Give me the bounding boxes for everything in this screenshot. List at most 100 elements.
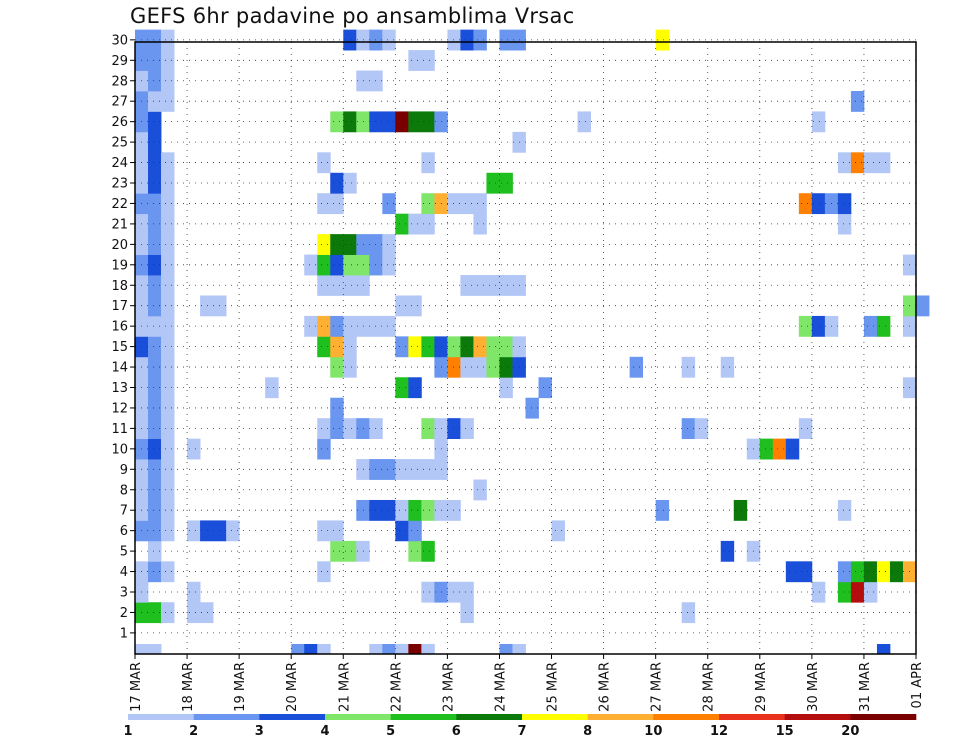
- cell-member-24: [317, 152, 331, 174]
- cell-member-30: [655, 29, 670, 51]
- colorbar-swatch: [522, 714, 588, 720]
- cell-member-21: [148, 213, 162, 235]
- cell-member-9: [161, 459, 175, 480]
- y-tick-label: 8: [120, 483, 128, 498]
- cell-member-7: [161, 499, 175, 521]
- cell-member-11: [694, 418, 709, 440]
- y-tick-label: 16: [111, 320, 128, 335]
- cell-member-14: [343, 356, 357, 378]
- cell-member-22: [317, 193, 344, 215]
- cell-member-3: [837, 581, 852, 603]
- cell-member-6: [161, 520, 175, 542]
- x-tick-label: 31 MAR: [858, 662, 873, 712]
- colorbar-swatch: [456, 714, 523, 720]
- cell-member-13: [395, 377, 409, 399]
- y-tick-label: 18: [111, 279, 128, 294]
- cell-member-13: [499, 377, 513, 399]
- cell-member-26: [148, 111, 162, 133]
- cell-member-4: [876, 561, 891, 583]
- cell-member-14: [629, 356, 644, 378]
- cell-member-14: [148, 356, 162, 378]
- x-tick-label: 23 MAR: [441, 662, 456, 712]
- colorbar-label: 2: [189, 724, 198, 739]
- x-tick-label: 18 MAR: [181, 662, 196, 712]
- cell-member-28: [161, 70, 175, 92]
- cell-bottom-row: [369, 644, 383, 654]
- cell-member-7: [148, 499, 162, 521]
- cell-member-24: [421, 152, 435, 174]
- cell-member-15: [161, 336, 175, 358]
- x-tick-label: 17 MAR: [129, 662, 144, 712]
- cell-member-14: [460, 356, 487, 378]
- cell-bottom-row: [135, 644, 162, 654]
- cell-member-8: [161, 479, 175, 501]
- cell-member-19: [148, 254, 162, 276]
- cell-member-4: [863, 561, 878, 583]
- cell-member-26: [369, 111, 396, 133]
- cell-member-22: [161, 193, 175, 215]
- cell-member-6: [551, 520, 565, 542]
- cell-member-7: [369, 499, 396, 521]
- colorbar-label: 8: [583, 724, 592, 739]
- cell-member-10: [187, 438, 201, 460]
- x-tick-label: 01 APR: [910, 662, 925, 708]
- cell-member-26: [356, 111, 370, 133]
- y-tick-label: 23: [111, 177, 128, 192]
- cell-member-11: [447, 418, 461, 440]
- cell-member-24: [850, 152, 865, 174]
- cell-member-2: [681, 602, 696, 624]
- cell-member-19: [343, 254, 370, 276]
- cell-member-4: [785, 561, 813, 583]
- cell-member-28: [148, 70, 162, 92]
- cell-member-13: [408, 377, 422, 399]
- cell-member-30: [382, 29, 396, 51]
- cell-member-21: [408, 213, 435, 235]
- grid-lines: [135, 39, 916, 654]
- cell-member-13: [148, 377, 162, 399]
- cell-member-22: [382, 193, 396, 215]
- cell-member-24: [148, 152, 162, 174]
- cell-member-22: [837, 193, 852, 215]
- cell-bottom-row: [317, 644, 331, 654]
- cell-member-15: [317, 336, 331, 358]
- cell-member-4: [889, 561, 904, 583]
- cell-member-10: [161, 438, 175, 460]
- cell-member-21: [161, 213, 175, 235]
- cell-member-5: [408, 540, 422, 562]
- cell-member-8: [473, 479, 487, 501]
- cell-member-15: [395, 336, 409, 358]
- cell-member-26: [408, 111, 435, 133]
- y-tick-label: 26: [111, 115, 128, 130]
- cell-member-15: [473, 336, 487, 358]
- cell-member-15: [421, 336, 435, 358]
- cell-member-26: [811, 111, 826, 133]
- cell-member-19: [330, 254, 344, 276]
- y-tick-label: 5: [120, 545, 128, 560]
- cell-member-7: [395, 499, 409, 521]
- cell-member-11: [798, 418, 813, 440]
- colorbar-label: 3: [255, 724, 264, 739]
- x-tick-label: 27 MAR: [650, 662, 665, 712]
- cell-member-11: [421, 418, 435, 440]
- cell-member-14: [447, 356, 461, 378]
- cell-member-19: [317, 254, 331, 276]
- cell-member-23: [486, 172, 513, 194]
- cell-member-14: [681, 356, 696, 378]
- cell-member-22: [447, 193, 487, 215]
- y-tick-label: 11: [111, 422, 128, 437]
- cell-member-7: [421, 499, 435, 521]
- y-tick-label: 10: [111, 442, 128, 457]
- cell-member-23: [161, 172, 175, 194]
- cell-member-20: [161, 234, 175, 255]
- y-tick-label: 3: [120, 586, 128, 601]
- cell-member-19: [304, 254, 318, 276]
- cell-member-30: [447, 29, 461, 51]
- cell-member-6: [226, 520, 240, 542]
- cell-member-11: [161, 418, 175, 440]
- cell-member-11: [317, 418, 331, 440]
- y-tick-label: 29: [111, 54, 128, 69]
- cell-member-11: [330, 418, 344, 440]
- cell-member-29: [161, 50, 175, 71]
- cell-member-11: [681, 418, 696, 440]
- cell-member-14: [161, 356, 175, 378]
